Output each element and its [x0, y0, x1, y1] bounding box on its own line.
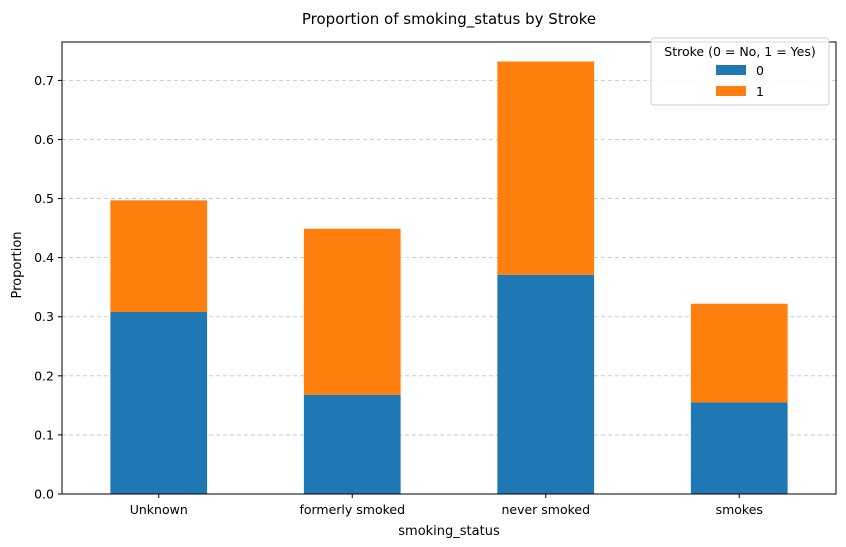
y-tick-label: 0.5	[34, 191, 54, 206]
bar-series-0-unknown	[110, 312, 208, 494]
x-tick-label: Unknown	[130, 502, 188, 517]
legend-label-series-1: 1	[756, 84, 764, 99]
y-tick-label: 0.0	[34, 487, 54, 502]
x-tick-label: formerly smoked	[299, 502, 405, 517]
bar-series-1-unknown	[110, 200, 208, 313]
legend-swatch-series-1	[716, 86, 746, 96]
bar-series-0-smokes	[690, 402, 788, 494]
chart-title: Proportion of smoking_status by Stroke	[302, 10, 596, 29]
y-tick-label: 0.6	[34, 132, 54, 147]
y-tick-label: 0.1	[34, 427, 54, 442]
y-axis-label: Proportion	[10, 231, 25, 298]
bar-series-0-formerly-smoked	[303, 394, 401, 494]
legend: Stroke (0 = No, 1 = Yes) 0 1	[650, 37, 830, 106]
x-axis-label: smoking_status	[398, 524, 500, 539]
y-tick-label: 0.7	[34, 73, 54, 88]
x-tick-label: smokes	[716, 502, 763, 517]
bar-series-1-smokes	[690, 303, 788, 403]
y-axis: 0.0 0.1 0.2 0.3 0.4 0.5 0.6 0.7	[34, 73, 62, 502]
plot-frame	[61, 41, 837, 495]
x-tick-label: never smoked	[501, 502, 590, 517]
bars	[110, 61, 788, 494]
x-axis: Unknown formerly smoked never smoked smokes	[130, 494, 763, 517]
legend-label-series-0: 0	[756, 63, 764, 78]
y-tick-label: 0.3	[34, 309, 54, 324]
y-tick-label: 0.4	[34, 250, 54, 265]
bar-series-0-never-smoked	[497, 274, 595, 494]
legend-swatch-series-0	[716, 65, 746, 75]
legend-title: Stroke (0 = No, 1 = Yes)	[664, 44, 815, 59]
y-tick-label: 0.2	[34, 368, 54, 383]
bar-series-1-formerly-smoked	[303, 228, 401, 395]
bar-series-1-never-smoked	[497, 61, 595, 275]
